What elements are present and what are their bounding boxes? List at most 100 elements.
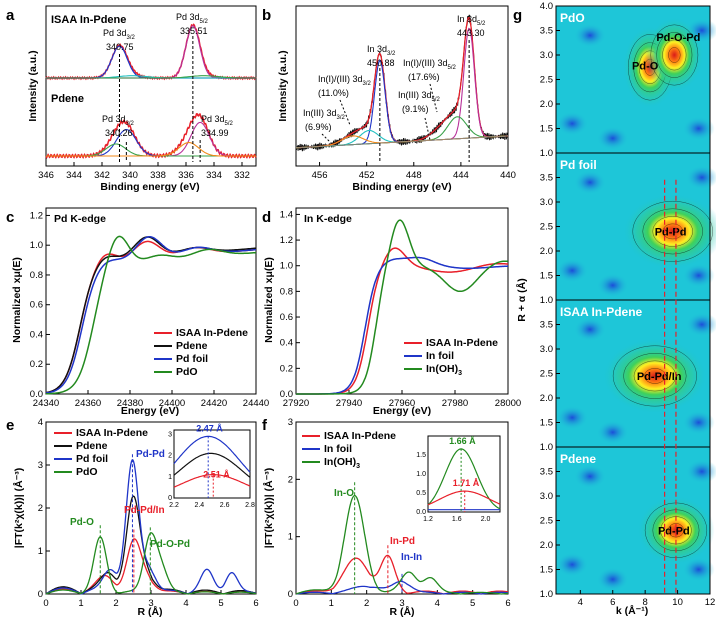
panel-e-legend-label: Pd foil: [76, 453, 108, 465]
panel-e-xtick-label: 5: [218, 598, 223, 609]
panel-c-xtick-label: 24400: [159, 398, 185, 409]
panel-b-peak-mixed32-name: In(I)/(III) 3d3/2: [318, 74, 372, 87]
panel-g-ytick-label: 2.5: [540, 75, 553, 86]
panel-f-curves: [295, 482, 509, 595]
panel-a-xtick-label: 336: [178, 170, 194, 181]
panel-g-map-low-region: [682, 410, 715, 435]
panel-g-ytick-label: 1.5: [540, 124, 553, 135]
panel-g-ytick-label: 1.5: [540, 271, 553, 282]
panel-g-xtick-label: 8: [643, 597, 648, 608]
panel-g-map-hot-region: [648, 505, 704, 555]
panel-d-xtick-label: 27960: [389, 398, 415, 409]
panel-a-top-peak-52: [46, 25, 256, 79]
panel-a-peak-bot-2-value: 334.99: [201, 128, 229, 138]
panel-d-legend-label: ISAA In-Pdene: [426, 337, 498, 349]
panel-g-contour-line: [668, 47, 681, 63]
panel-f-xtick-label: 1: [329, 598, 334, 609]
panel-e-inset-xtick-label: 2.8: [245, 502, 255, 509]
panel-g-ytick-label: 1.0: [540, 295, 553, 306]
panel-e-inset-ytick-label: 1: [168, 474, 172, 481]
panel-a-peak-top-1-name: Pd 3d3/2: [103, 28, 136, 41]
panel-g-contour-line: [632, 200, 713, 262]
panel-e-inset-ytick-label: 2: [168, 453, 172, 460]
panel-f-inset-ytick-label: 1.5: [416, 452, 426, 459]
panel-d-ytick-label: 0.4: [280, 338, 293, 349]
panel-e-ann-pdpdin: Pd-Pd/In: [124, 505, 165, 516]
panel-a-peak-top-2-name: Pd 3d5/2: [176, 12, 209, 25]
panel-b-peak-iii52-name: In(III) 3d5/2: [398, 90, 441, 103]
panel-d-series-line: [296, 247, 509, 395]
panel-g-contour-line: [644, 368, 666, 384]
panel-e-xlabel: R (Å): [137, 605, 162, 618]
panel-c-legend-label: ISAA In-Pdene: [176, 327, 248, 339]
panel-e-inset-xtick-label: 2.6: [220, 502, 230, 509]
panel-b-arrow: [321, 133, 331, 143]
panel-e-inset-label-2: 2.51 Å: [203, 470, 230, 480]
panel-g-contour-line: [662, 223, 683, 240]
panel-b-frame: [295, 5, 509, 167]
panel-d-ytick-label: 0.0: [280, 389, 293, 400]
panel-d-series-line: [296, 256, 508, 395]
panel-g-ytick-label: 2.5: [540, 516, 553, 527]
panel-d-ytick-label: 0.8: [280, 286, 293, 297]
panel-e-xtick-label: 1: [78, 598, 83, 609]
panel-c-ytick-label: 0.0: [30, 389, 43, 400]
panel-g-map-label: Pdene: [560, 452, 596, 466]
panel-d-title: In K-edge: [304, 213, 352, 225]
panel-b-xtick-label: 444: [453, 170, 469, 181]
panel-g-ytick-label: 3.5: [540, 467, 553, 478]
panel-label-d: d: [262, 209, 271, 226]
panel-d-ytick-label: 1.2: [280, 235, 293, 246]
panel-b-xtick-label: 448: [406, 170, 422, 181]
panel-b-peak-iii32-name: In(III) 3d3/2: [303, 108, 346, 121]
panel-d-xtick-label: 27980: [442, 398, 468, 409]
panel-b-peak-iii52-value: (9.1%): [402, 104, 429, 114]
panel-c-xtick-label: 24440: [243, 398, 269, 409]
panel-a-xtick-label: 334: [206, 170, 222, 181]
panel-g-map-low-region: [596, 420, 629, 445]
panel-f-xtick-label: 5: [470, 598, 475, 609]
panel-g-map-low-region: [556, 258, 589, 283]
panel-g-ytick-label: 3.5: [540, 320, 553, 331]
panel-g-map-hot-region: [617, 349, 693, 403]
panel-g-feature-label: Pd-O: [632, 60, 659, 72]
panel-g-map-label: Pd foil: [560, 158, 597, 172]
panel-g-map-low-region: [682, 557, 715, 582]
panel-label-g: g: [513, 7, 522, 24]
panel-g-ticks: 1.0 1.5 2.0 2.5 3.0 3.5 4.0 1.0 1.5 2.0 2.5 3.0 3.5 1…: [540, 1, 716, 608]
panel-g-xlabel: k (Å⁻¹): [616, 604, 648, 617]
panel-e-xtick-label: 4: [183, 598, 188, 609]
panel-b-xtick-label: 456: [312, 170, 328, 181]
panel-e-xtick-label: 6: [253, 598, 258, 609]
panel-g-contour-line: [667, 523, 684, 538]
panel-g-ytick-label: 3.0: [540, 50, 553, 61]
panel-d-ylabel: Normalized xμ(E): [263, 257, 275, 343]
panel-g-map-low-region: [682, 116, 715, 141]
panel-label-f: f: [262, 417, 268, 434]
panel-g-xtick-label: 12: [705, 597, 716, 608]
panel-a-bottom-sat-2: [46, 142, 256, 157]
panel-a-xtick-label: 332: [234, 170, 250, 181]
panel-e-ytick-label: 0: [38, 589, 43, 600]
panel-f-inset-xtick-label: 1.6: [452, 516, 462, 523]
panel-b-xlabel: Binding energy (eV): [352, 181, 451, 193]
panel-f-ytick-label: 2: [288, 474, 293, 485]
panel-b-peak-iii32-value: (6.9%): [305, 122, 332, 132]
panel-b-arrow: [339, 99, 351, 126]
panel-g-ytick-label: 1.0: [540, 148, 553, 159]
panel-f-ann-inpd: In-Pd: [390, 536, 415, 547]
panel-b-xtick-label: 452: [359, 170, 375, 181]
panel-e-inset: 2.2 2.4 2.6 2.8 0 1 2 3 2.47 Å 2.51 Å: [168, 423, 255, 509]
panel-f-ann-ino: In-O: [334, 488, 354, 499]
panel-g-ylabel: R + α (Å): [515, 278, 528, 322]
panel-f-xtick-label: 4: [435, 598, 440, 609]
panel-g-ytick-label: 2.0: [540, 99, 553, 110]
panel-f-inset-frame: [427, 435, 501, 513]
panel-label-a: a: [6, 7, 15, 24]
panel-e-ytick-label: 1: [38, 546, 43, 557]
panel-e-xtick-label: 3: [148, 598, 153, 609]
panel-d-ytick-label: 1.4: [280, 209, 293, 220]
panel-e-legend-label: PdO: [76, 466, 98, 478]
panel-e-legend-label: Pdene: [76, 440, 108, 452]
